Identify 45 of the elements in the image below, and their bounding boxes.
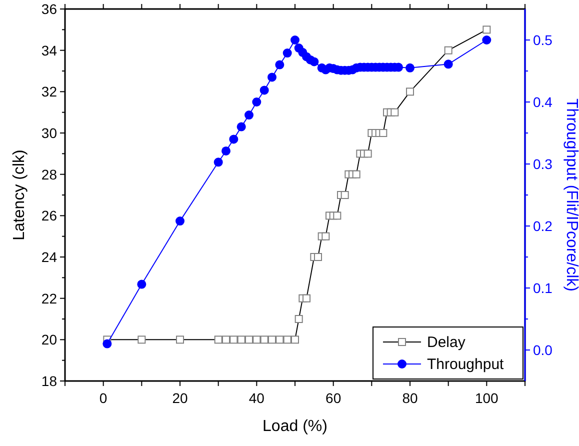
x-tick-label: 40 <box>248 390 265 406</box>
point <box>260 86 269 95</box>
point <box>102 339 112 348</box>
y2-tick-label: 0.0 <box>533 342 553 358</box>
point <box>444 60 453 69</box>
legend-label: Throughput <box>427 356 505 373</box>
y2-tick-label: 0.1 <box>533 280 553 296</box>
y2-tick-label: 0.2 <box>533 218 553 234</box>
point <box>310 57 319 66</box>
x-tick-label: 60 <box>326 390 342 406</box>
x-axis-title: Load (%) <box>262 418 328 435</box>
y-tick-label: 20 <box>41 332 58 348</box>
point <box>176 216 184 226</box>
y-tick-label: 24 <box>41 249 58 265</box>
point <box>268 72 276 82</box>
y-tick-label: 22 <box>41 290 58 306</box>
y2-tick-label: 0.5 <box>533 32 553 48</box>
point <box>282 48 292 58</box>
y-tick-label: 36 <box>41 1 58 17</box>
y2-tick-label: 0.4 <box>533 94 553 110</box>
y-axis-title: Latency (clk) <box>11 150 28 240</box>
point <box>229 134 238 144</box>
point <box>244 110 254 120</box>
x-tick-label: 0 <box>99 390 108 406</box>
point <box>252 98 262 106</box>
point <box>214 158 223 167</box>
y-tick-label: 18 <box>41 373 58 389</box>
point <box>290 36 300 44</box>
point <box>275 60 284 70</box>
point <box>236 122 246 132</box>
legend-label: Delay <box>427 334 466 351</box>
point <box>222 146 230 156</box>
y2-tick-label: 0.3 <box>533 156 553 172</box>
x-tick-label: 100 <box>474 390 499 406</box>
point <box>137 280 146 289</box>
x-tick-label: 20 <box>172 390 188 406</box>
y-tick-label: 30 <box>41 125 58 141</box>
y-tick-label: 26 <box>41 208 58 224</box>
point <box>406 63 414 72</box>
point <box>482 36 492 44</box>
y-tick-label: 28 <box>41 166 58 182</box>
y2-axis-title: Throughput (Flit/IPcore/clk) <box>563 98 579 292</box>
x-tick-label: 80 <box>402 390 418 406</box>
y-tick-label: 34 <box>41 42 58 58</box>
y-tick-label: 32 <box>41 84 58 100</box>
